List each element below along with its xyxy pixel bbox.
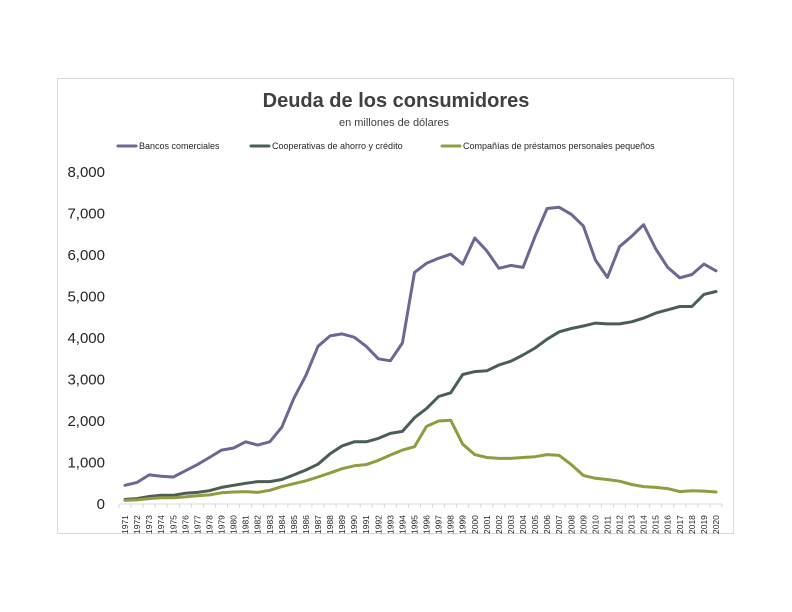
y-tick-label: 5,000: [67, 289, 105, 306]
legend: Bancos comerciales Cooperativas de ahorro…: [116, 141, 655, 151]
x-tick-label: 2006: [542, 515, 552, 534]
x-tick-label: 1999: [458, 515, 468, 534]
x-tick-label: 1991: [361, 515, 371, 534]
y-tick-label: 7,000: [67, 206, 105, 223]
x-tick-label: 2008: [566, 515, 576, 534]
x-tick-label: 1996: [422, 515, 432, 534]
x-tick-label: 2020: [711, 515, 721, 534]
x-tick-label: 2016: [663, 515, 673, 534]
x-tick-label: 2013: [627, 515, 637, 534]
y-tick-label: 1,000: [67, 455, 105, 472]
x-tick-label: 1984: [277, 515, 287, 534]
x-tick-label: 1987: [313, 515, 323, 534]
x-tick-label: 2019: [699, 515, 709, 534]
legend-label: Bancos comerciales: [139, 141, 220, 151]
x-tick-label: 1992: [373, 515, 383, 534]
y-tick-label: 4,000: [67, 330, 105, 347]
chart-title: Deuda de los consumidores: [263, 90, 530, 112]
x-tick-label: 2011: [602, 515, 612, 534]
series-line-2: [123, 290, 718, 501]
y-tick-label: 8,000: [67, 164, 105, 181]
x-tick-label: 2015: [651, 515, 661, 534]
x-tick-label: 1977: [192, 515, 202, 534]
x-tick-label: 1994: [397, 515, 407, 534]
x-tick-label: 1978: [204, 515, 214, 534]
x-tick-label: 2000: [470, 515, 480, 534]
x-tick-label: 1985: [289, 515, 299, 534]
series-line-3: [123, 418, 718, 502]
x-tick-label: 1981: [241, 515, 251, 534]
x-tick-label: 2004: [518, 515, 528, 534]
x-tick-label: 2002: [494, 515, 504, 534]
plot-area: [123, 205, 718, 502]
x-tick-label: 2018: [687, 515, 697, 534]
x-tick-label: 1995: [409, 515, 419, 534]
x-tick-label: 1998: [446, 515, 456, 534]
y-tick-label: 3,000: [67, 372, 105, 389]
x-axis: 1971 1972 1973 1974 1975 1976 1977 1978 1979 1980…: [118, 504, 723, 534]
x-tick-label: 1986: [301, 515, 311, 534]
x-tick-label: 1990: [349, 515, 359, 534]
x-tick-label: 2010: [590, 515, 600, 534]
legend-label: Cooperativas de ahorro y crédito: [272, 141, 403, 151]
x-tick-label: 1997: [434, 515, 444, 534]
y-axis: 0 1,000 2,000 3,000 4,000 5,000 6,000 7,000 8,00…: [67, 164, 105, 513]
x-tick-label: 2007: [554, 515, 564, 534]
chart-frame: [57, 78, 734, 534]
x-tick-label: 1974: [156, 515, 166, 534]
x-tick-label: 2012: [614, 515, 624, 534]
x-tick-label: 2005: [530, 515, 540, 534]
x-tick-label: 1976: [180, 515, 190, 534]
x-tick-label: 1988: [325, 515, 335, 534]
x-tick-label: 2014: [639, 515, 649, 534]
chart-subtitle: en millones de dólares: [339, 117, 450, 129]
x-tick-label: 2003: [506, 515, 516, 534]
x-tick-label: 2009: [578, 515, 588, 534]
x-tick-label: 1975: [168, 515, 178, 534]
x-tick-label: 1983: [265, 515, 275, 534]
x-tick-label: 1979: [217, 515, 227, 534]
x-tick-label: 2017: [675, 515, 685, 534]
x-tick-label: 2001: [482, 515, 492, 534]
y-tick-label: 2,000: [67, 413, 105, 430]
x-tick-label: 1989: [337, 515, 347, 534]
x-tick-label: 1993: [385, 515, 395, 534]
x-tick-label: 1973: [144, 515, 154, 534]
series-line-1: [123, 205, 718, 487]
x-tick-label: 1980: [229, 515, 239, 534]
y-tick-label: 0: [97, 496, 105, 513]
x-tick-label: 1971: [120, 515, 130, 534]
y-tick-label: 6,000: [67, 247, 105, 264]
legend-label: Compañías de préstamos personales pequeñ…: [463, 141, 655, 151]
x-tick-label: 1982: [253, 515, 263, 534]
x-tick-label: 1972: [132, 515, 142, 534]
